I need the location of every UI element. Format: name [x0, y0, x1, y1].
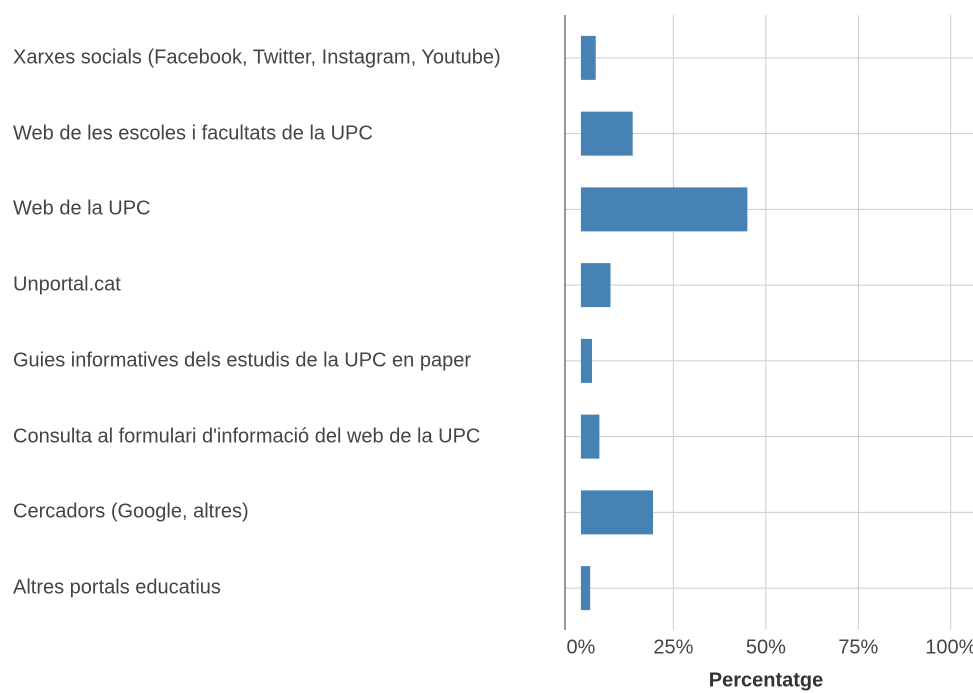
bar [580, 263, 611, 308]
y-tick-label: Guies informatives dels estudis de la UP… [13, 349, 472, 372]
y-tick-label: Xarxes socials (Facebook, Twitter, Insta… [13, 46, 501, 69]
x-axis-title: Percentatge [709, 669, 824, 691]
x-tick-label: 75% [838, 636, 878, 658]
y-tick-label: Unportal.cat [13, 273, 121, 296]
bar [580, 414, 600, 459]
bar [580, 566, 591, 611]
bar [580, 35, 596, 80]
y-tick-label: Cercadors (Google, altres) [13, 500, 249, 523]
y-tick-label: Web de les escoles i facultats de la UPC [13, 122, 373, 145]
y-tick-label: Consulta al formulari d'informació del w… [13, 425, 481, 448]
bar [580, 111, 633, 156]
y-tick-label: Web de la UPC [13, 197, 151, 220]
bar [580, 490, 654, 535]
x-tick-label: 50% [746, 636, 786, 658]
bar [580, 187, 748, 232]
x-tick-label: 100% [925, 636, 973, 658]
y-tick-label: Altres portals educatius [13, 576, 221, 599]
x-tick-label: 0% [566, 636, 595, 658]
x-tick-label: 25% [653, 636, 693, 658]
bar [580, 338, 593, 383]
